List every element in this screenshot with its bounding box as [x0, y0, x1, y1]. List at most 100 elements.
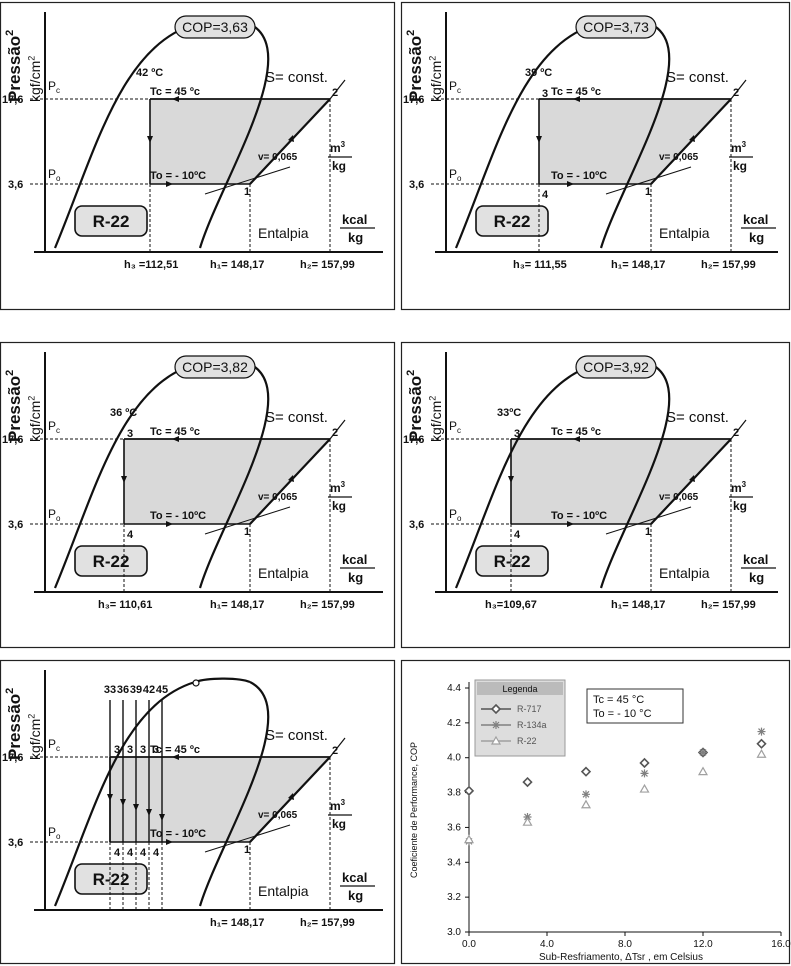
y-axis-label-main: Pressão: [5, 376, 24, 442]
vapor-saturation-curve: [599, 23, 671, 249]
temperature-3: 42: [143, 684, 155, 696]
v-unit-num: m3: [330, 140, 346, 155]
specific-volume-label: v= 0,065: [258, 492, 298, 503]
pc-label: Pc: [449, 419, 461, 435]
legend-label-1: R-134a: [517, 720, 547, 730]
po-label-main: P: [48, 167, 56, 181]
kcal-label: kcal: [342, 212, 367, 227]
po-label: Po: [48, 167, 61, 183]
pressure-low-value: 3,6: [409, 519, 424, 531]
y-axis-label-main: Pressão: [406, 376, 425, 442]
compression-arrow: [689, 135, 695, 142]
tc-label: Tc = 45 ºc: [551, 86, 601, 98]
point-4: 4: [514, 529, 521, 541]
x-tick-label-4: 16.0: [771, 939, 791, 950]
pc-label-script: c: [56, 86, 60, 95]
isentrope-extension: [730, 79, 747, 100]
to-label: To = - 10ºC: [551, 170, 607, 182]
h2-value: h₂= 157,99: [300, 259, 355, 271]
refrigerant-badge: [475, 205, 549, 237]
refrigerant-badge: [74, 545, 148, 577]
v-unit-num: m3: [731, 480, 747, 495]
y-axis-label-main: Pressão: [406, 36, 425, 102]
to-label: To = - 10ºC: [150, 510, 206, 522]
point-R-22-0: [463, 834, 475, 844]
enthalpy-label: Entalpia: [659, 565, 710, 581]
point-R-134a-5: [757, 727, 766, 736]
v-unit-den: kg: [332, 817, 346, 831]
po-label-script: o: [56, 174, 61, 183]
enthalpy-label: Entalpia: [659, 225, 710, 241]
v-unit-den: kg: [332, 159, 346, 173]
compression-line: [650, 438, 732, 525]
temperature-1: 36: [117, 684, 129, 696]
isentrope-extension: [730, 419, 747, 440]
to-label: To = - 10ºC: [551, 510, 607, 522]
refrigerant-label: R-22: [494, 212, 531, 231]
cop-badge: [174, 355, 256, 379]
expansion-arrow: [508, 476, 514, 483]
y-axis-label: Pressão2: [405, 370, 425, 442]
point-R-22-5: [756, 749, 767, 758]
isentrope-extension: [329, 79, 346, 100]
expansion-arrow: [121, 476, 127, 483]
h3-value: h₃ =112,51: [124, 259, 178, 271]
tc-label: Tc = 45 ºc: [150, 86, 200, 98]
compression-line: [249, 756, 331, 843]
point-3-0: 3: [114, 744, 120, 756]
isochore-line: [605, 506, 692, 535]
tc-label: Tc = 45 ºc: [150, 426, 200, 438]
cop-chart: 3.0 3.2 3.4 3.6 3.8 4.0 4.2 4.4 0.0 4.0 8.0 12.0 16.…: [400, 659, 791, 965]
tc-label: Tc = 45 ºc: [551, 426, 601, 438]
h1-value: h₁= 148,17: [210, 259, 264, 271]
pc-label: Pc: [449, 79, 461, 95]
isentrope-extension: [329, 737, 346, 758]
pc-label-main: P: [449, 79, 457, 93]
specific-volume-label: v= 0,065: [659, 492, 699, 503]
point-3: 3: [542, 88, 548, 100]
h1-value: h₁= 148,17: [210, 599, 264, 611]
enthalpy-label: Entalpia: [258, 225, 309, 241]
v-unit-num: m3: [330, 480, 346, 495]
specific-volume-label: v= 0,065: [258, 810, 298, 821]
point-R-717-3: [639, 757, 650, 769]
cycle-area: [150, 99, 330, 184]
liquid-temperature: 36 ºC: [110, 407, 137, 419]
y-axis-unit-script: 2: [427, 396, 437, 401]
y-axis-unit-script: 2: [26, 396, 36, 401]
pc-label: Pc: [48, 79, 60, 95]
evaporation-arrow: [567, 181, 574, 187]
refrigerant-label: R-22: [494, 552, 531, 571]
y-axis-unit: kgf/cm2: [26, 714, 43, 760]
x-tick-label-0: 0.0: [462, 939, 476, 950]
pressure-low-value: 3,6: [8, 179, 23, 191]
point-4-0: 4: [114, 847, 121, 859]
liquid-temperature: 39 ºC: [525, 67, 552, 79]
h1-value: h₁= 148,17: [611, 599, 665, 611]
s-const-label: S= const.: [265, 727, 328, 744]
y-tick-label-2: 3.4: [447, 857, 461, 868]
y-tick-label-1: 3.2: [447, 892, 461, 903]
v-unit-den: kg: [733, 499, 747, 513]
h2-value: h₂= 157,99: [300, 917, 355, 929]
y-axis-label-script: 2: [4, 688, 16, 694]
point-2: 2: [332, 745, 338, 757]
kg-label: kg: [348, 570, 363, 585]
vapor-saturation-curve: [198, 681, 270, 907]
point-R-22-4: [697, 766, 709, 776]
y-axis-label-main: Pressão: [5, 694, 24, 760]
y-axis-label: Pressão2: [405, 30, 425, 102]
pressure-low-value: 3,6: [8, 837, 23, 849]
y-axis-label: Pressão2: [4, 370, 24, 442]
to-label: To = - 10ºC: [150, 170, 206, 182]
v-unit-den: kg: [733, 159, 747, 173]
chart-y-label: Coeficiente de Performance, COP: [409, 742, 419, 878]
cop-badge: [575, 15, 657, 39]
h2-value: h₂= 157,99: [300, 599, 355, 611]
refrigerant-label: R-22: [93, 870, 130, 889]
y-tick-label-6: 4.2: [447, 718, 461, 729]
kcal-label: kcal: [743, 552, 768, 567]
point-3-1: 3: [127, 744, 133, 756]
